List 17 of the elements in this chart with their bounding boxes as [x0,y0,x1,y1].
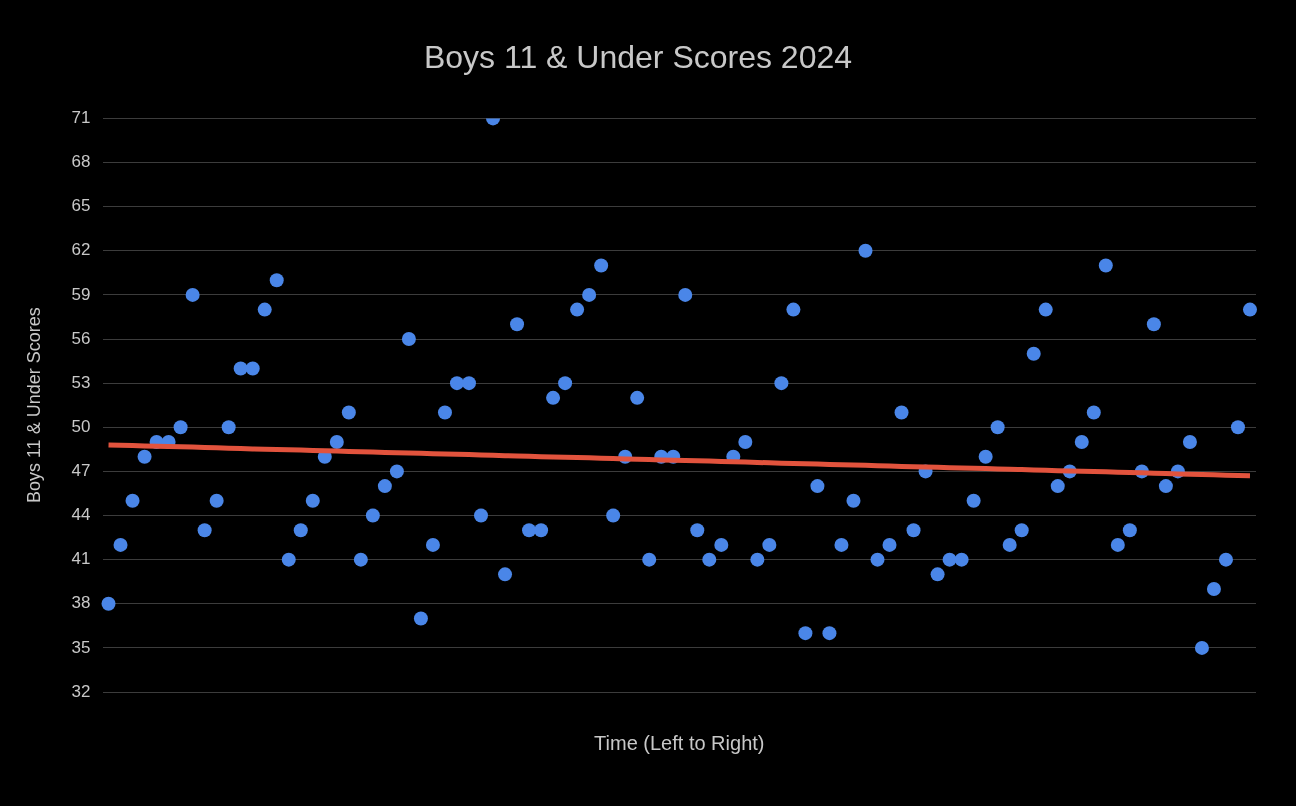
y-axis-title: Boys 11 & Under Scores [23,307,44,504]
y-tick-label: 44 [71,505,91,525]
y-tick-label: 71 [71,108,91,128]
y-tick-label: 56 [71,328,91,348]
y-tick-label: 62 [71,240,91,260]
y-tick-label: 68 [71,152,91,172]
y-tick-label: 50 [71,416,91,436]
y-tick-label: 59 [71,284,91,304]
x-axis-title: Time (Left to Right) [594,731,765,754]
y-tick-label: 35 [71,637,91,657]
y-tick-label: 32 [71,681,91,701]
chart-title: Boys 11 & Under Scores 2024 [423,39,853,76]
y-tick-label: 38 [71,593,91,613]
y-tick-label: 65 [71,196,91,216]
y-tick-label: 53 [71,372,91,392]
y-tick-label: 47 [71,461,91,481]
y-tick-label: 41 [71,549,91,569]
